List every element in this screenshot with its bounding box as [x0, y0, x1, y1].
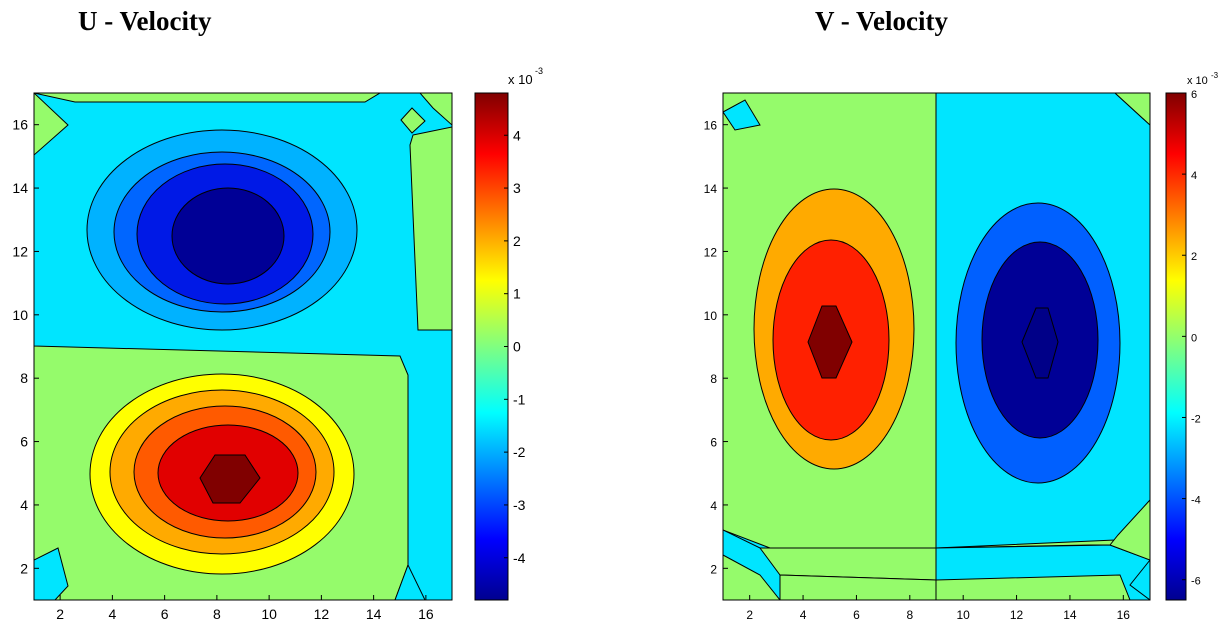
v-y-tick-label: 2	[710, 562, 717, 576]
u-x-tick-label: 6	[161, 606, 169, 622]
u-x-tick-label: 8	[213, 606, 221, 622]
v-x-tick-label: 12	[1010, 608, 1024, 622]
u-y-tick-label: 6	[20, 434, 28, 450]
u-y-axis: 2 4 6 8 10 12 14 16	[12, 117, 39, 576]
u-x-tick-label: 10	[261, 606, 277, 622]
u-y-tick-label: 12	[12, 243, 28, 259]
u-colorbar-tick-label: 2	[513, 233, 521, 249]
u-colorbar-tick-label: 4	[513, 127, 521, 143]
v-y-tick-label: 16	[704, 119, 718, 133]
v-colorbar-multiplier: x 10	[1187, 75, 1208, 87]
v-colorbar-exponent: -3	[1211, 71, 1219, 80]
v-x-tick-label: 8	[906, 608, 913, 622]
v-y-tick-label: 14	[704, 182, 718, 196]
u-colorbar-tick-label: 0	[513, 339, 521, 355]
u-colorbar-tick-label: 1	[513, 286, 521, 302]
u-x-tick-label: 4	[108, 606, 116, 622]
v-velocity-title: V - Velocity	[815, 6, 948, 36]
v-colorbar-tick-label: 0	[1191, 332, 1197, 344]
v-colorbar-tick-label: -2	[1191, 413, 1201, 425]
u-colorbar-tick-label: 3	[513, 180, 521, 196]
u-x-tick-label: 12	[314, 606, 330, 622]
u-y-tick-label: 4	[20, 497, 28, 513]
v-x-tick-label: 6	[853, 608, 860, 622]
v-y-tick-label: 4	[710, 499, 717, 513]
v-colorbar-ticks: -6 -4 -2 0 2 4 6	[1182, 89, 1201, 588]
u-y-tick-label: 14	[12, 180, 28, 196]
v-x-tick-label: 14	[1063, 608, 1077, 622]
u-colorbar-tick-label: -2	[513, 444, 526, 460]
v-y-axis: 2 4 6 8 10 12 14 16	[704, 119, 728, 576]
u-y-tick-label: 2	[20, 560, 28, 576]
u-colorbar-ticks: -4 -3 -2 -1 0 1 2 3 4	[504, 127, 526, 566]
v-y-tick-label: 10	[704, 309, 718, 323]
v-colorbar-tick-label: -6	[1191, 576, 1201, 588]
v-velocity-plot: 2 4 6 8 10 12 14 16 2 4 6 8 10 12 14 16 -6 -4 -2 0 2 4 6 x 1…	[704, 71, 1219, 622]
u-y-tick-label: 10	[12, 307, 28, 323]
u-x-tick-label: 16	[418, 606, 434, 622]
v-x-tick-label: 16	[1117, 608, 1131, 622]
v-x-tick-label: 4	[800, 608, 807, 622]
u-colorbar-tick-label: -1	[513, 391, 526, 407]
v-colorbar-tick-label: -4	[1191, 495, 1201, 507]
u-x-tick-label: 14	[366, 606, 382, 622]
v-y-tick-label: 8	[710, 372, 717, 386]
v-x-tick-label: 2	[746, 608, 753, 622]
u-colorbar-multiplier: x 10	[508, 72, 533, 87]
u-x-tick-label: 2	[56, 606, 64, 622]
v-colorbar-tick-label: 6	[1191, 89, 1197, 101]
u-velocity-title: U - Velocity	[78, 6, 212, 36]
v-colorbar-tick-label: 4	[1191, 170, 1197, 182]
v-x-axis: 2 4 6 8 10 12 14 16	[746, 595, 1130, 622]
u-colorbar	[474, 92, 509, 601]
v-y-tick-label: 6	[710, 436, 717, 450]
u-y-tick-label: 8	[20, 370, 28, 386]
u-colorbar-exponent: -3	[535, 66, 543, 76]
v-colorbar-tick-label: 2	[1191, 251, 1197, 263]
u-colorbar-tick-label: -4	[513, 550, 526, 566]
u-y-tick-label: 16	[12, 117, 28, 133]
v-x-tick-label: 10	[957, 608, 971, 622]
v-colorbar	[1165, 92, 1187, 601]
v-y-tick-label: 12	[704, 245, 718, 259]
u-x-axis: 2 4 6 8 10 12 14 16	[56, 595, 434, 622]
u-colorbar-tick-label: -3	[513, 497, 526, 513]
